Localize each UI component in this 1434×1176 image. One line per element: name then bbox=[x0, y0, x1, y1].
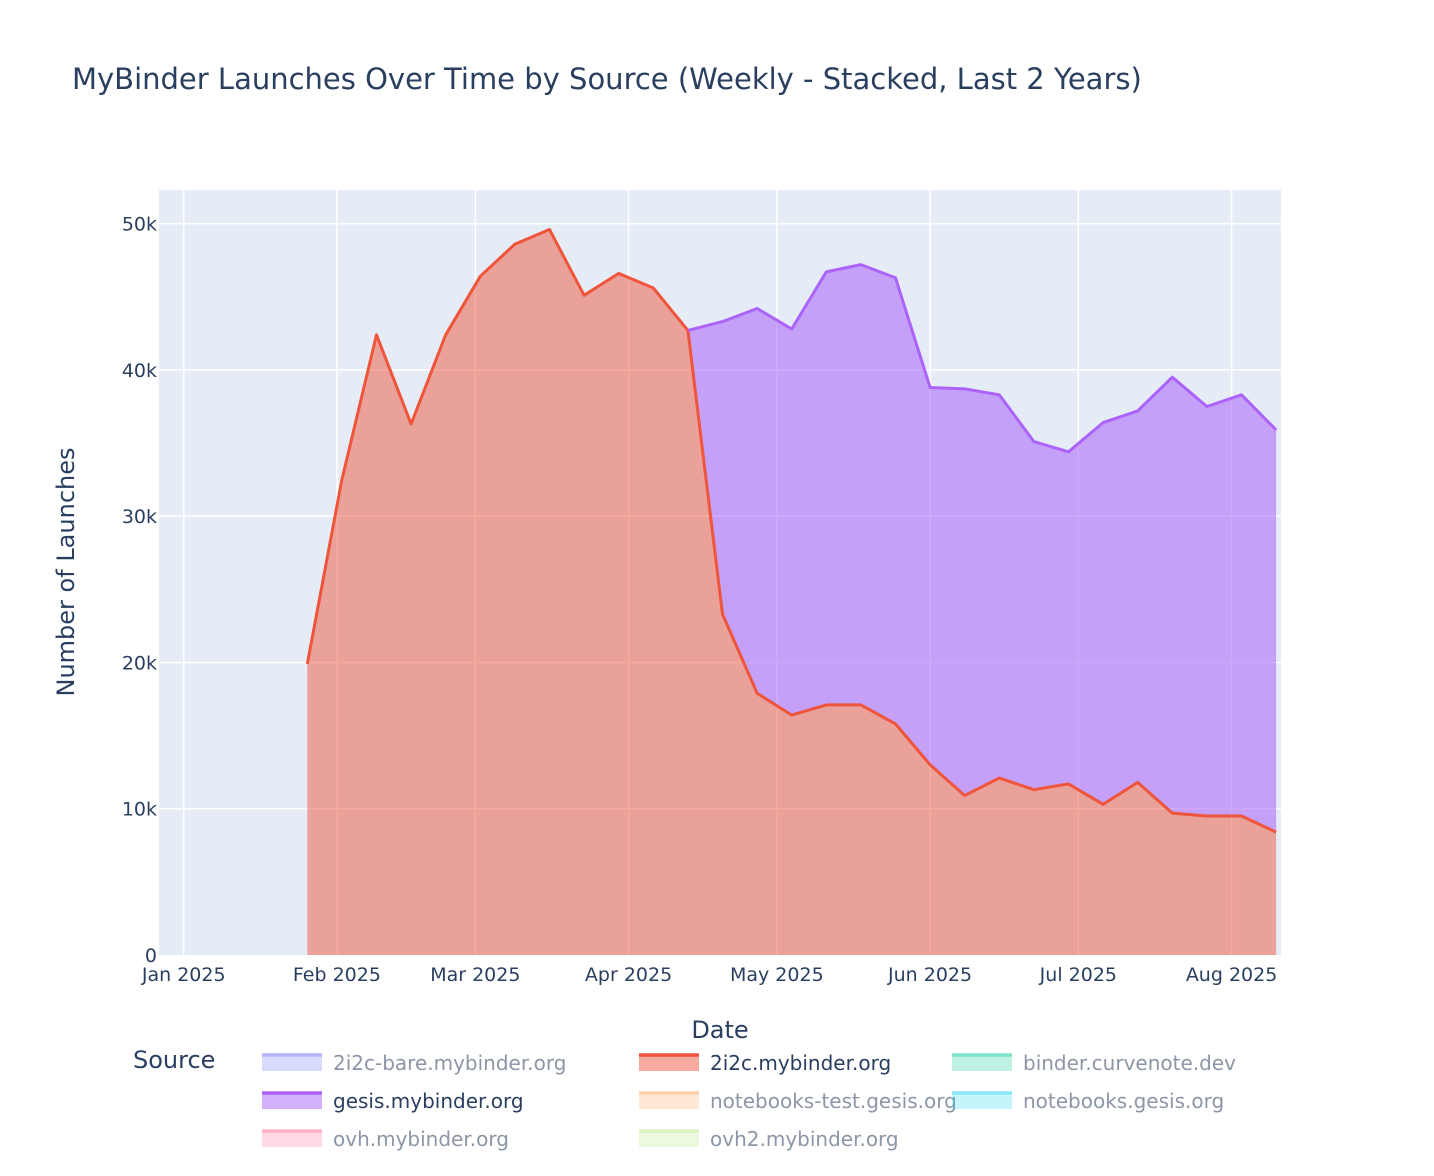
x-tick-label: Jul 2025 bbox=[1039, 964, 1117, 986]
legend-item[interactable]: gesis.mybinder.org bbox=[262, 1089, 524, 1113]
legend-title: Source bbox=[133, 1046, 215, 1074]
x-tick-label: Aug 2025 bbox=[1186, 964, 1278, 986]
series-group bbox=[305, 228, 1278, 955]
line-gesis-mybinder-org bbox=[687, 263, 1278, 454]
y-tick-label: 40k bbox=[122, 360, 157, 382]
plot-area bbox=[159, 190, 1281, 955]
legend-label: 2i2c-bare.mybinder.org bbox=[333, 1051, 566, 1075]
legend-swatch bbox=[952, 1091, 1012, 1109]
legend-swatch bbox=[639, 1091, 699, 1109]
line-2i2c-mybinder-org bbox=[305, 228, 1277, 834]
y-tick-label: 30k bbox=[122, 506, 157, 528]
area-gesis-mybinder-org bbox=[687, 264, 1277, 833]
legend-item[interactable]: notebooks-test.gesis.org bbox=[639, 1089, 957, 1113]
legend-label: notebooks-test.gesis.org bbox=[710, 1089, 957, 1113]
legend-swatch bbox=[262, 1091, 322, 1109]
legend-label: notebooks.gesis.org bbox=[1023, 1089, 1224, 1113]
x-tick-label: May 2025 bbox=[730, 964, 824, 986]
legend: Source 2i2c-bare.mybinder.org 2i2c.mybind… bbox=[133, 1046, 1236, 1151]
legend-swatch bbox=[639, 1053, 699, 1071]
legend-label: gesis.mybinder.org bbox=[333, 1089, 524, 1113]
legend-item[interactable]: 2i2c.mybinder.org bbox=[639, 1051, 891, 1075]
x-tick-label: Jun 2025 bbox=[887, 964, 972, 986]
legend-swatch bbox=[262, 1053, 322, 1071]
legend-item[interactable]: binder.curvenote.dev bbox=[952, 1051, 1236, 1075]
legend-swatch bbox=[639, 1129, 699, 1147]
legend-label: binder.curvenote.dev bbox=[1023, 1051, 1236, 1075]
legend-item[interactable]: 2i2c-bare.mybinder.org bbox=[262, 1051, 566, 1075]
x-tick-label: Apr 2025 bbox=[585, 964, 672, 986]
legend-swatch bbox=[262, 1129, 322, 1147]
y-tick-label: 50k bbox=[122, 214, 157, 236]
legend-label: 2i2c.mybinder.org bbox=[710, 1051, 891, 1075]
y-tick-label: 10k bbox=[122, 799, 157, 821]
area-2i2c-mybinder-org bbox=[307, 229, 1277, 955]
legend-label: ovh2.mybinder.org bbox=[710, 1127, 899, 1151]
y-tick-label: 0 bbox=[145, 945, 157, 967]
x-tick-label: Jan 2025 bbox=[141, 964, 226, 986]
x-tick-label: Mar 2025 bbox=[430, 964, 520, 986]
legend-item[interactable]: ovh2.mybinder.org bbox=[639, 1127, 899, 1151]
x-tick-label: Feb 2025 bbox=[293, 964, 381, 986]
legend-label: ovh.mybinder.org bbox=[333, 1127, 509, 1151]
y-axis-title: Number of Launches bbox=[52, 448, 80, 697]
legend-swatch bbox=[952, 1053, 1012, 1071]
legend-item[interactable]: notebooks.gesis.org bbox=[952, 1089, 1224, 1113]
legend-item[interactable]: ovh.mybinder.org bbox=[262, 1127, 509, 1151]
y-tick-label: 20k bbox=[122, 652, 157, 674]
chart-title: MyBinder Launches Over Time by Source (W… bbox=[72, 62, 1142, 96]
x-axis-title: Date bbox=[691, 1016, 748, 1044]
